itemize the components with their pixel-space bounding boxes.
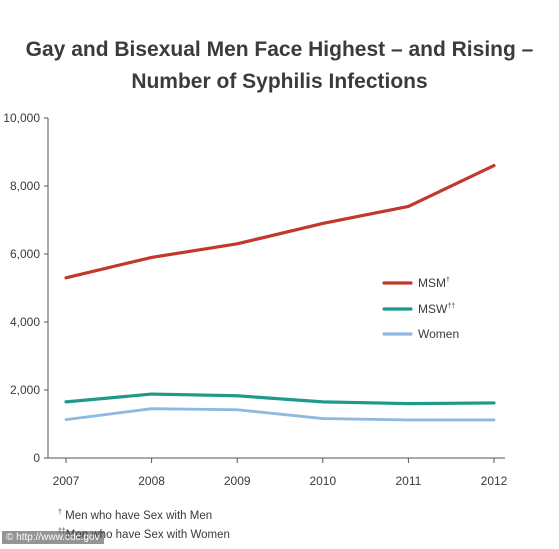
chart-title-line-1: Gay and Bisexual Men Face Highest – and … [25,38,534,61]
chart-title-line-2: Number of Syphilis Infections [131,70,428,93]
x-tick-label: 2012 [481,474,508,488]
series-line-msw [64,392,496,406]
y-tick-label: 4,000 [10,315,40,329]
legend-label-msm: MSM† [418,276,450,290]
series-line-women [64,407,496,422]
x-tick-label: 2008 [138,474,165,488]
y-tick-label: 10,000 [3,111,40,125]
y-tick-label: 8,000 [10,179,40,193]
source-watermark: © http://www.cdc.gov [2,531,104,544]
x-tick-label: 2009 [224,474,251,488]
y-tick-label: 0 [33,451,40,465]
x-tick-label: 2011 [395,474,421,488]
y-tick-label: 2,000 [10,383,40,397]
x-tick-label: 2010 [309,474,336,488]
footnotes: † Men who have Sex with Men ††Men who ha… [58,505,230,543]
legend-label-msw: MSW†† [418,302,455,316]
chart-title: Gay and Bisexual Men Face Highest – and … [0,34,559,98]
x-tick-label: 2007 [53,474,80,488]
y-tick-label: 6,000 [10,247,40,261]
footnote-msm: † Men who have Sex with Men [58,509,213,522]
legend-label-women: Women [418,327,459,341]
series-line-msm [64,164,496,280]
